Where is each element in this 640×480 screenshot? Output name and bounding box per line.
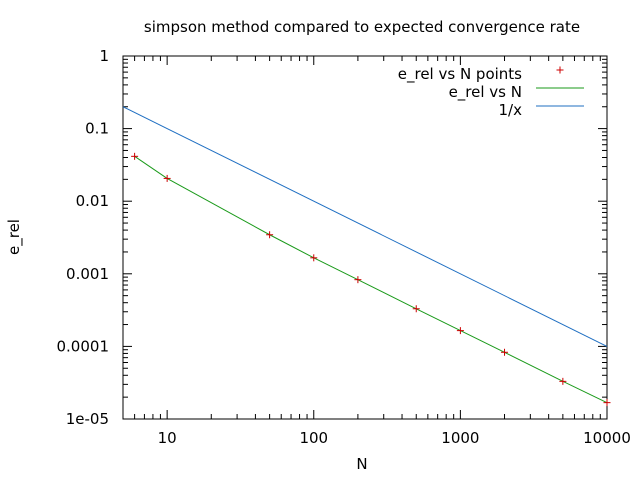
series-layer	[122, 106, 611, 407]
data-point	[266, 231, 274, 239]
series-line-e-rel-vs-n	[134, 155, 608, 404]
y-tick-label: 0.01	[76, 192, 109, 210]
y-tick-label: 1e-05	[66, 410, 109, 428]
x-tick-label: 100	[299, 429, 328, 447]
data-point	[131, 152, 139, 160]
data-point	[163, 174, 171, 182]
y-tick-label: 0.1	[85, 120, 109, 138]
x-tick-label: 10000	[583, 429, 631, 447]
data-point	[456, 327, 464, 335]
x-tick-label: 10	[158, 429, 177, 447]
ticks-layer: 10 100 1000 10000 1 0.1 0.01 0.001 0.0001 1e-05	[57, 47, 631, 447]
data-point	[412, 305, 420, 313]
y-tick-label: 0.0001	[57, 337, 110, 355]
x-tick-label: 1000	[441, 429, 479, 447]
legend-label: 1/x	[499, 101, 523, 119]
legend-label: e_rel vs N points	[398, 65, 522, 84]
x-axis-title: N	[356, 455, 367, 473]
legend-marker	[556, 66, 564, 74]
data-point	[310, 254, 318, 262]
y-tick-label: 1	[99, 47, 109, 65]
data-point	[354, 276, 362, 284]
data-point	[559, 377, 567, 385]
chart-title: simpson method compared to expected conv…	[144, 18, 580, 36]
plot-area-frame	[122, 55, 608, 420]
data-point	[501, 348, 509, 356]
y-axis-title: e_rel	[5, 219, 24, 255]
data-point	[603, 399, 611, 407]
y-tick-label: 0.001	[66, 265, 109, 283]
series-line-1-x	[122, 106, 608, 347]
legend-label: e_rel vs N	[449, 83, 522, 102]
